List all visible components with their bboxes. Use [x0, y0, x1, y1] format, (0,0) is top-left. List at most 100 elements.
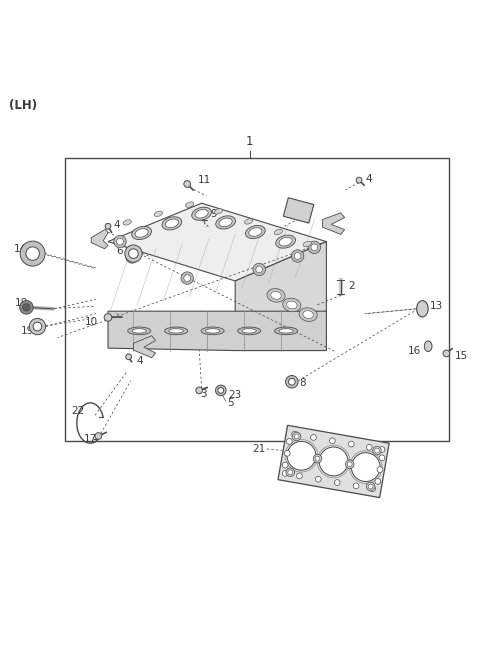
Circle shape	[125, 245, 142, 262]
Text: 15: 15	[455, 351, 468, 361]
Circle shape	[129, 254, 135, 260]
Circle shape	[311, 244, 318, 251]
Polygon shape	[283, 197, 314, 223]
Circle shape	[291, 250, 304, 262]
Circle shape	[105, 223, 111, 229]
Ellipse shape	[245, 226, 265, 239]
Text: 18: 18	[14, 298, 28, 308]
Ellipse shape	[275, 327, 298, 335]
Text: 9: 9	[210, 209, 217, 218]
Ellipse shape	[169, 329, 183, 333]
Polygon shape	[108, 203, 326, 281]
Circle shape	[347, 462, 352, 466]
Text: 14: 14	[13, 244, 27, 254]
Circle shape	[292, 432, 301, 441]
Text: 4: 4	[137, 356, 144, 365]
Ellipse shape	[132, 226, 152, 239]
Ellipse shape	[276, 235, 296, 248]
Ellipse shape	[185, 202, 194, 207]
Ellipse shape	[238, 327, 261, 335]
Circle shape	[129, 249, 138, 258]
Circle shape	[348, 441, 354, 447]
Circle shape	[379, 455, 385, 461]
Ellipse shape	[279, 237, 292, 246]
Ellipse shape	[128, 327, 151, 335]
Ellipse shape	[417, 300, 428, 317]
Ellipse shape	[205, 329, 220, 333]
Ellipse shape	[165, 219, 179, 228]
Circle shape	[20, 300, 33, 314]
Circle shape	[368, 484, 373, 489]
Text: 2: 2	[348, 281, 355, 291]
Circle shape	[216, 385, 226, 396]
Ellipse shape	[271, 291, 281, 299]
Ellipse shape	[244, 218, 253, 224]
Text: 23: 23	[228, 390, 241, 400]
Polygon shape	[278, 425, 389, 498]
Ellipse shape	[424, 341, 432, 352]
Text: 13: 13	[430, 301, 444, 312]
Ellipse shape	[162, 216, 182, 230]
Circle shape	[372, 446, 381, 455]
Circle shape	[33, 322, 42, 331]
Circle shape	[26, 247, 39, 260]
Text: 10: 10	[85, 317, 98, 327]
Ellipse shape	[216, 216, 236, 229]
Circle shape	[308, 241, 321, 254]
Circle shape	[23, 304, 30, 311]
Circle shape	[294, 253, 301, 259]
Circle shape	[184, 275, 191, 281]
Text: 3: 3	[200, 389, 206, 400]
Circle shape	[356, 177, 362, 183]
Circle shape	[288, 379, 295, 385]
Polygon shape	[133, 336, 156, 358]
Text: 7: 7	[289, 199, 296, 210]
Circle shape	[282, 470, 288, 476]
Circle shape	[287, 439, 292, 444]
Text: 17: 17	[84, 434, 97, 444]
Circle shape	[353, 483, 359, 489]
Ellipse shape	[249, 228, 262, 236]
Text: 6: 6	[116, 246, 122, 256]
Circle shape	[443, 350, 450, 357]
Circle shape	[329, 438, 335, 443]
Circle shape	[315, 476, 321, 482]
Text: 19: 19	[21, 327, 35, 337]
Circle shape	[374, 448, 379, 453]
Circle shape	[379, 447, 385, 453]
Ellipse shape	[192, 207, 212, 220]
Text: 21: 21	[252, 444, 265, 454]
Text: 5: 5	[227, 398, 234, 408]
Circle shape	[286, 468, 295, 477]
Ellipse shape	[287, 301, 297, 309]
Polygon shape	[235, 241, 326, 350]
Text: 1: 1	[246, 135, 253, 148]
Circle shape	[282, 462, 288, 468]
Ellipse shape	[242, 329, 256, 333]
Circle shape	[334, 480, 340, 485]
Text: (LH): (LH)	[9, 98, 37, 112]
Circle shape	[375, 478, 381, 484]
Circle shape	[256, 266, 263, 273]
Circle shape	[287, 441, 316, 470]
Circle shape	[104, 314, 112, 321]
Circle shape	[366, 482, 375, 491]
Circle shape	[196, 387, 203, 394]
Polygon shape	[323, 213, 345, 234]
Circle shape	[370, 486, 375, 492]
Ellipse shape	[132, 329, 146, 333]
Circle shape	[315, 456, 320, 461]
Polygon shape	[108, 311, 326, 350]
Ellipse shape	[214, 209, 223, 214]
Text: 16: 16	[408, 346, 421, 356]
Circle shape	[288, 470, 293, 475]
Circle shape	[117, 238, 123, 245]
Ellipse shape	[303, 241, 312, 247]
Ellipse shape	[279, 329, 293, 333]
Polygon shape	[91, 229, 108, 249]
Ellipse shape	[267, 289, 285, 302]
Ellipse shape	[195, 209, 208, 218]
Bar	[65, 157, 449, 441]
Circle shape	[311, 434, 316, 440]
Ellipse shape	[201, 327, 224, 335]
